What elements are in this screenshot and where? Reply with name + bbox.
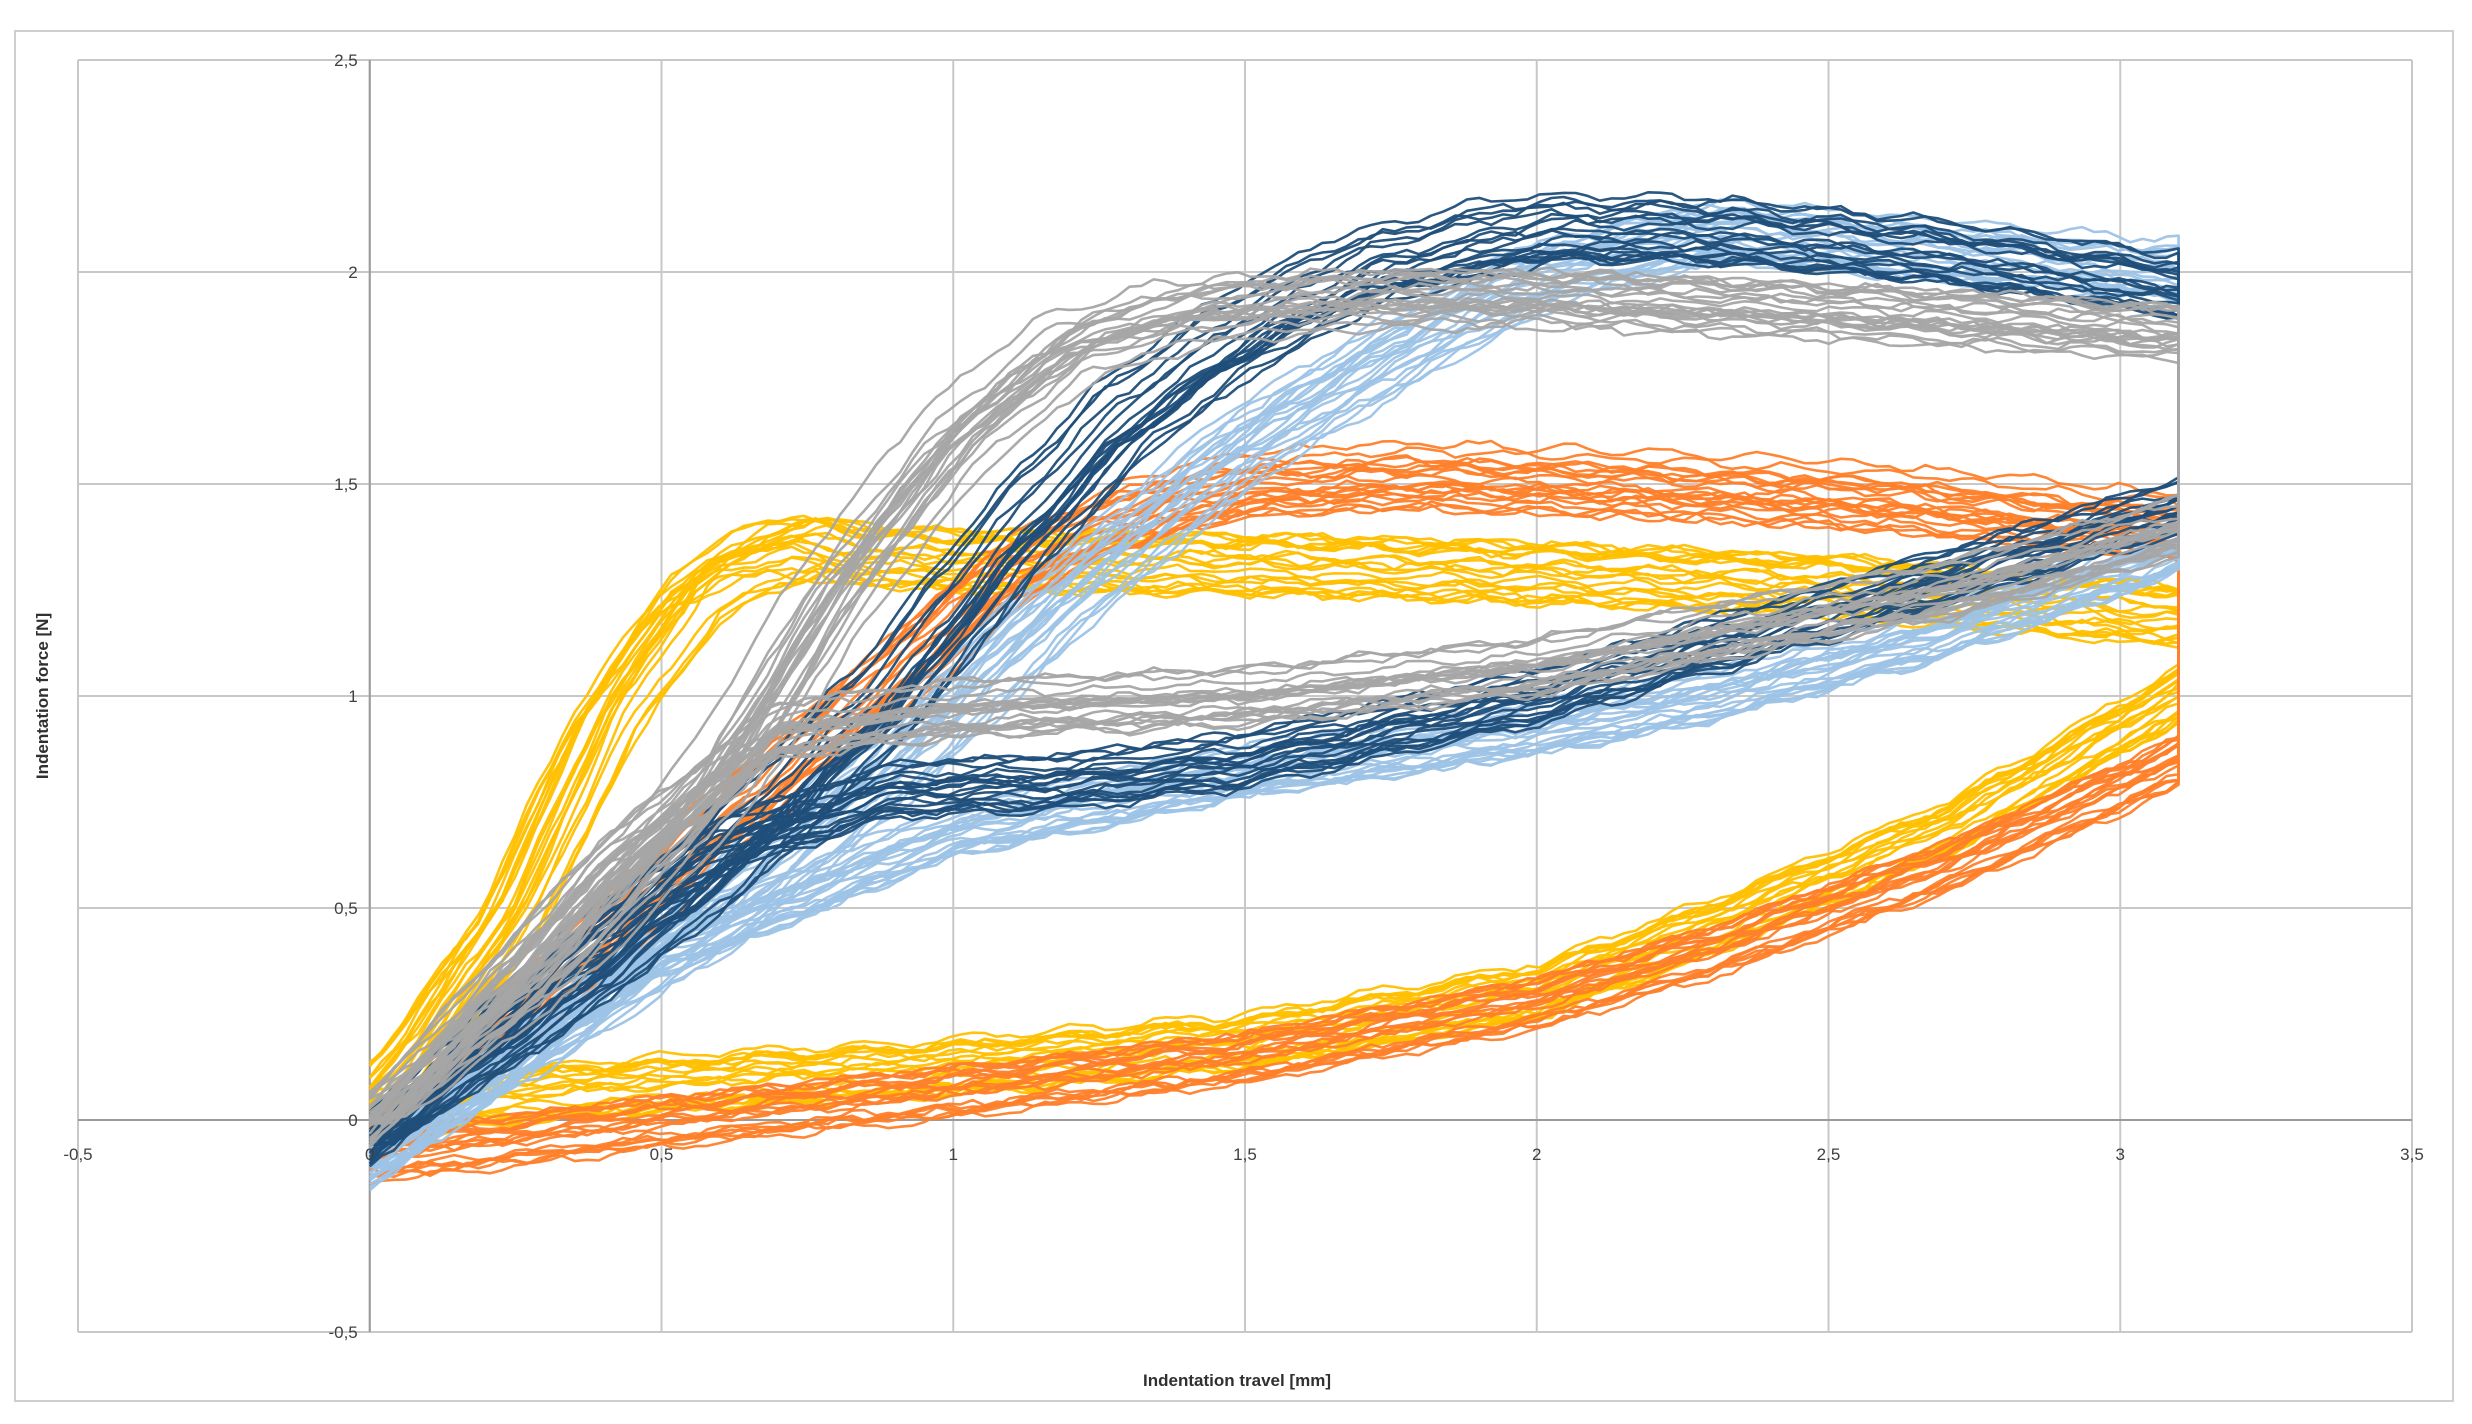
y-tick-label: 0,5 <box>334 899 358 918</box>
y-tick-label: 1 <box>348 687 357 706</box>
x-tick-label: -0,5 <box>63 1145 92 1164</box>
x-tick-labels: -0,5 0 0,5 1 1,5 2 2,5 3 3,5 <box>63 1145 2423 1164</box>
x-tick-label: 1 <box>949 1145 958 1164</box>
x-tick-label: 0 <box>365 1145 374 1164</box>
x-tick-label: 2 <box>1532 1145 1541 1164</box>
curve-series-1 <box>368 455 2180 1178</box>
y-axis-title: Indentation force [N] <box>33 613 52 779</box>
x-tick-label: 3,5 <box>2400 1145 2424 1164</box>
curves <box>368 191 2180 1192</box>
x-tick-label: 0,5 <box>650 1145 674 1164</box>
curve-series-3 <box>368 231 2180 1144</box>
y-tick-label: 2,5 <box>334 51 358 70</box>
y-tick-label: 1,5 <box>334 475 358 494</box>
indentation-chart: -0,5 0 0,5 1 1,5 2 2,5 3 3,5 -0,5 0 0,5 1 1,5 2 2,5 In… <box>33 51 2424 1390</box>
curve-series-4 <box>368 268 2180 1123</box>
y-tick-label: -0,5 <box>328 1323 357 1342</box>
x-tick-label: 3 <box>2116 1145 2125 1164</box>
x-axis-title: Indentation travel [mm] <box>1143 1371 1331 1390</box>
x-tick-label: 2,5 <box>1817 1145 1841 1164</box>
y-tick-labels: -0,5 0 0,5 1 1,5 2 2,5 <box>328 51 357 1342</box>
chart-frame: -0,5 0 0,5 1 1,5 2 2,5 3 3,5 -0,5 0 0,5 1 1,5 2 2,5 In… <box>14 30 2454 1402</box>
y-tick-label: 2 <box>348 263 357 282</box>
x-tick-label: 1,5 <box>1233 1145 1257 1164</box>
y-tick-label: 0 <box>348 1111 357 1130</box>
